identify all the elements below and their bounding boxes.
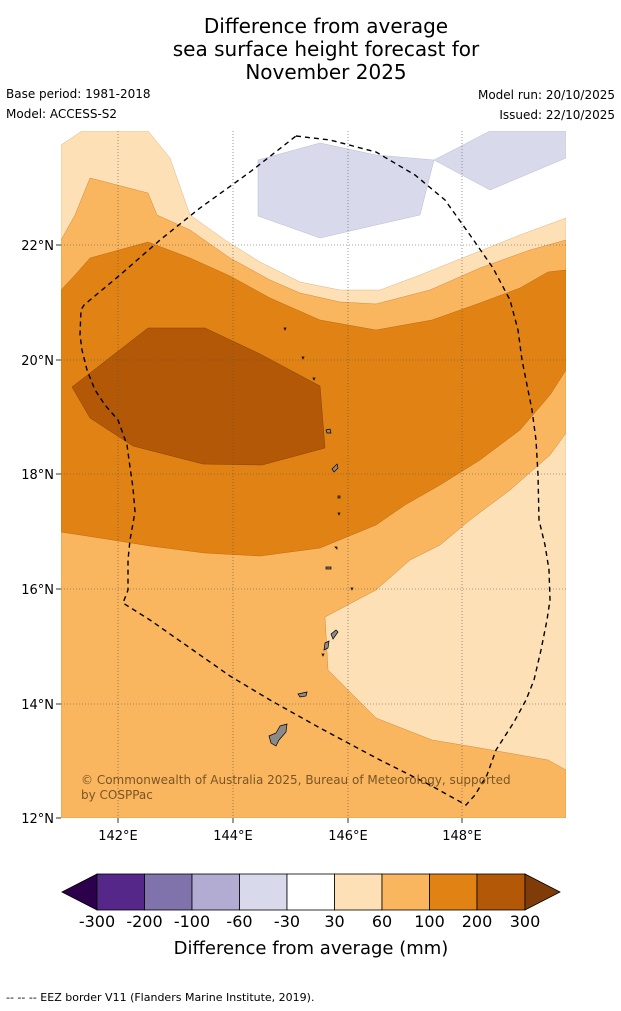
contour-neg-30-60-a (257, 142, 435, 239)
colorbar-tick-label: 300 (510, 912, 541, 931)
eez-legend-text: -- -- -- EEZ border V11 (Flanders Marine… (6, 991, 315, 1004)
lon-label: 146°E (328, 829, 368, 844)
map-area: © Commonwealth of Australia 2025, Bureau… (61, 131, 566, 818)
lat-labels: 22°N 20°N 18°N 16°N 14°N 12°N (21, 239, 54, 827)
lat-label: 16°N (21, 583, 54, 598)
colorbar-bin (476, 873, 526, 911)
island-agrihan (325, 428, 332, 434)
colorbar-tick-label: 100 (414, 912, 445, 931)
island-tinian (323, 640, 330, 651)
model-run-text: Model run: 20/10/2025 (477, 88, 615, 102)
colorbar-tick-label: 30 (324, 912, 344, 931)
colorbar-bin (381, 873, 430, 911)
lat-ticks (56, 244, 61, 819)
colorbar-tick-label: -30 (274, 912, 300, 931)
colorbar-tick-label: -100 (174, 912, 210, 931)
lon-label: 142°E (98, 829, 138, 844)
lat-label: 12°N (21, 812, 54, 827)
colorbar-bin (144, 873, 193, 911)
island-alamagan (337, 495, 341, 499)
island-pagan (331, 463, 339, 473)
colorbar-tick-label: 200 (462, 912, 493, 931)
base-period-text: Base period: 1981-2018 (6, 87, 151, 101)
title-line-2: sea surface height forecast for (172, 37, 480, 61)
chart-title: Difference from average sea surface heig… (0, 15, 621, 84)
island-rota (297, 691, 308, 698)
colorbar-tick-label: -200 (126, 912, 162, 931)
issued-text: Issued: 22/10/2025 (499, 108, 615, 122)
model-text: Model: ACCESS-S2 (6, 107, 118, 121)
island-guam (268, 723, 288, 747)
colorbar-tick-label: -300 (79, 912, 115, 931)
lon-labels: 142°E 144°E 146°E 148°E (98, 829, 482, 844)
colorbar-bin (334, 873, 383, 911)
island-saipan (330, 629, 339, 640)
copyright-line-1: © Commonwealth of Australia 2025, Bureau… (81, 773, 511, 787)
eez-border (79, 135, 551, 806)
lon-label: 144°E (213, 829, 253, 844)
colorbar (61, 873, 561, 911)
island-uracas (283, 327, 287, 331)
island-guguan (337, 512, 341, 516)
lon-ticks (117, 818, 463, 823)
lat-label: 14°N (21, 698, 54, 713)
island-anatahan (325, 566, 332, 570)
title-line-1: Difference from average (203, 14, 449, 38)
copyright-line-2: by COSPPac (81, 788, 153, 802)
gridlines (61, 131, 566, 818)
colorbar-bin (429, 873, 478, 911)
colorbar-ticks: -300 -200 -100 -60 -30 30 60 100 200 300 (79, 912, 540, 931)
colorbar-bin (191, 873, 240, 911)
colorbar-bin (96, 873, 145, 911)
colorbar-under-triangle (61, 873, 98, 911)
lat-label: 22°N (21, 239, 54, 254)
contour-200-300 (71, 327, 326, 466)
lat-label: 20°N (21, 354, 54, 369)
title-line-3: November 2025 (245, 60, 407, 84)
lon-label: 148°E (442, 829, 482, 844)
island-maug (301, 356, 305, 360)
islands (268, 327, 354, 747)
colorbar-tick-label: -60 (226, 912, 252, 931)
contour-neg-30-60-b (433, 131, 566, 191)
colorbar-over-triangle (524, 873, 561, 911)
colorbar-label: Difference from average (mm) (174, 938, 449, 959)
island-sarigan (334, 546, 338, 550)
lat-label: 18°N (21, 468, 54, 483)
colorbar-tick-label: 60 (372, 912, 392, 931)
island-aguijan (321, 653, 325, 657)
colorbar-bin (239, 873, 288, 911)
colorbar-bin (286, 873, 335, 911)
island-asuncion (312, 377, 316, 381)
